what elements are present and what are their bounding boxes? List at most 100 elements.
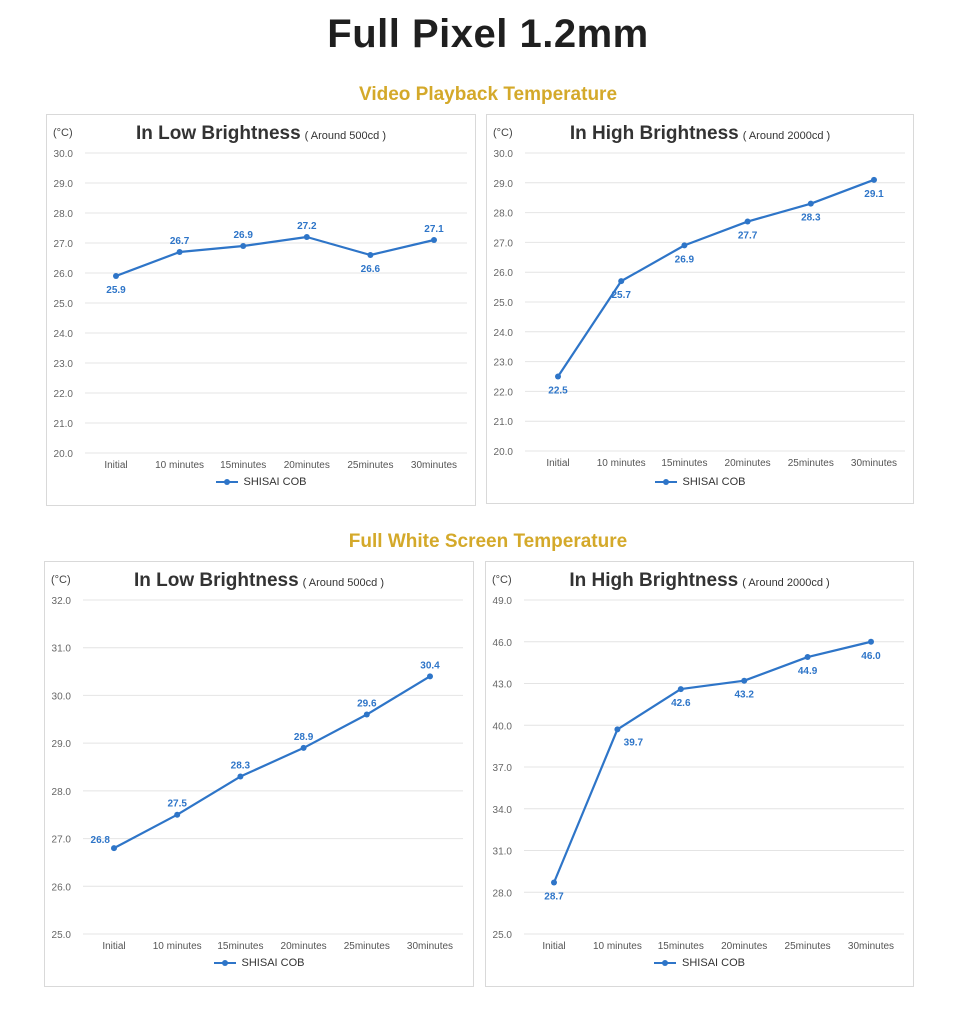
data-label: 27.5	[167, 799, 187, 810]
chart-title-main: In Low Brightness	[133, 570, 299, 591]
data-point	[618, 278, 625, 285]
data-label: 26.8	[91, 835, 111, 846]
x-tick-label: 25minutes	[344, 941, 390, 952]
x-tick-label: 20minutes	[721, 941, 767, 952]
y-tick-label: 37.0	[493, 763, 513, 774]
chart-legend: SHISAI COB	[486, 957, 913, 969]
y-tick-label: 23.0	[54, 359, 74, 370]
y-tick-label: 26.0	[52, 882, 72, 893]
data-label: 30.4	[420, 660, 440, 671]
legend-label: SHISAI COB	[243, 476, 307, 488]
x-tick-label: Initial	[102, 941, 125, 952]
data-label: 28.9	[294, 732, 314, 743]
legend-label: SHISAI COB	[682, 957, 745, 969]
x-tick-label: 15minutes	[217, 941, 263, 952]
y-tick-label: 22.0	[54, 389, 74, 400]
chart-legend: SHISAI COB	[487, 476, 913, 488]
data-point	[868, 638, 874, 645]
chart-panel-video-high: (°C) In High Brightness( Around 2000cd )…	[486, 114, 914, 504]
legend-marker-icon	[654, 477, 677, 487]
y-tick-label: 23.0	[494, 358, 514, 369]
y-unit-label: (°C)	[51, 574, 71, 586]
data-point	[240, 243, 247, 249]
y-tick-label: 20.0	[494, 447, 514, 458]
legend-marker-icon	[213, 958, 236, 968]
legend-marker-icon	[654, 958, 677, 968]
x-tick-label: 20minutes	[284, 460, 330, 471]
data-label: 28.7	[544, 892, 564, 903]
y-tick-label: 43.0	[493, 680, 513, 691]
data-point	[363, 711, 370, 718]
data-label: 26.9	[233, 230, 253, 241]
y-tick-label: 20.0	[54, 449, 74, 460]
chart-title: In Low Brightness( Around 500cd )	[45, 570, 473, 592]
x-tick-label: 25minutes	[788, 458, 834, 469]
series-line	[552, 640, 872, 883]
y-tick-label: 31.0	[52, 644, 72, 655]
legend-label: SHISAI COB	[241, 957, 305, 969]
chart-title-main: In High Brightness	[569, 123, 739, 144]
y-tick-label: 26.0	[54, 269, 74, 280]
x-tick-label: 15minutes	[661, 458, 707, 469]
chart-plot: 20.0 21.0 22.0 23.0 24.0 25.0 26.0 27.0 28.0 29.0…	[494, 149, 905, 469]
data-point	[741, 677, 748, 684]
x-tick-label: Initial	[546, 458, 569, 469]
data-label: 46.0	[861, 651, 881, 662]
series-line	[557, 178, 875, 378]
data-point	[744, 218, 751, 225]
y-tick-label: 28.0	[493, 888, 513, 899]
data-label: 28.3	[801, 213, 821, 224]
data-label: 25.7	[611, 290, 631, 301]
data-point	[367, 252, 374, 258]
x-tick-label: 15minutes	[658, 941, 704, 952]
data-label: 42.6	[671, 698, 691, 709]
data-label: 39.7	[624, 737, 644, 748]
y-tick-label: 27.0	[54, 239, 74, 250]
data-label: 29.1	[864, 189, 884, 200]
y-tick-label: 30.0	[494, 149, 514, 160]
chart-legend: SHISAI COB	[45, 957, 473, 969]
y-tick-label: 27.0	[52, 835, 72, 846]
data-point	[807, 200, 814, 207]
series-line	[115, 235, 435, 278]
y-tick-label: 28.0	[494, 209, 514, 220]
page-title: Full Pixel 1.2mm	[327, 12, 649, 56]
y-tick-label: 28.0	[54, 209, 74, 220]
y-tick-label: 29.0	[52, 739, 72, 750]
y-tick-label: 49.0	[493, 596, 513, 607]
data-point	[804, 654, 811, 661]
section-title-full-white-screen: Full White Screen Temperature	[348, 531, 628, 552]
x-tick-label: Initial	[104, 460, 127, 471]
series-line	[113, 675, 431, 850]
x-tick-label: 30minutes	[411, 460, 457, 471]
data-point	[300, 744, 307, 751]
section-title-video-playback: Video Playback Temperature	[358, 84, 618, 105]
chart-title-sub: ( Around 2000cd )	[742, 577, 830, 589]
data-point	[427, 673, 433, 680]
chart-title-sub: ( Around 2000cd )	[742, 130, 831, 142]
y-tick-label: 32.0	[52, 596, 72, 607]
data-point	[677, 686, 684, 693]
data-label: 27.2	[297, 221, 317, 232]
x-tick-label: Initial	[542, 941, 565, 952]
y-unit-label: (°C)	[53, 127, 73, 139]
data-label: 43.2	[734, 690, 754, 701]
x-tick-label: 25minutes	[347, 460, 393, 471]
y-tick-label: 24.0	[54, 329, 74, 340]
y-tick-label: 21.0	[54, 419, 74, 430]
y-tick-label: 46.0	[493, 638, 513, 649]
y-tick-label: 26.0	[494, 268, 514, 279]
data-point	[681, 242, 688, 249]
x-tick-label: 10 minutes	[593, 941, 642, 952]
chart-title: In High Brightness( Around 2000cd )	[486, 570, 913, 592]
y-tick-label: 21.0	[494, 417, 514, 428]
y-unit-label: (°C)	[492, 574, 512, 586]
x-tick-label: 10 minutes	[155, 460, 204, 471]
data-point	[237, 773, 244, 780]
x-tick-label: 30minutes	[848, 941, 894, 952]
y-tick-label: 25.0	[494, 298, 514, 309]
y-tick-label: 22.0	[494, 387, 514, 398]
y-tick-label: 28.0	[52, 787, 72, 798]
data-label: 44.9	[798, 666, 818, 677]
y-tick-label: 31.0	[493, 847, 513, 858]
